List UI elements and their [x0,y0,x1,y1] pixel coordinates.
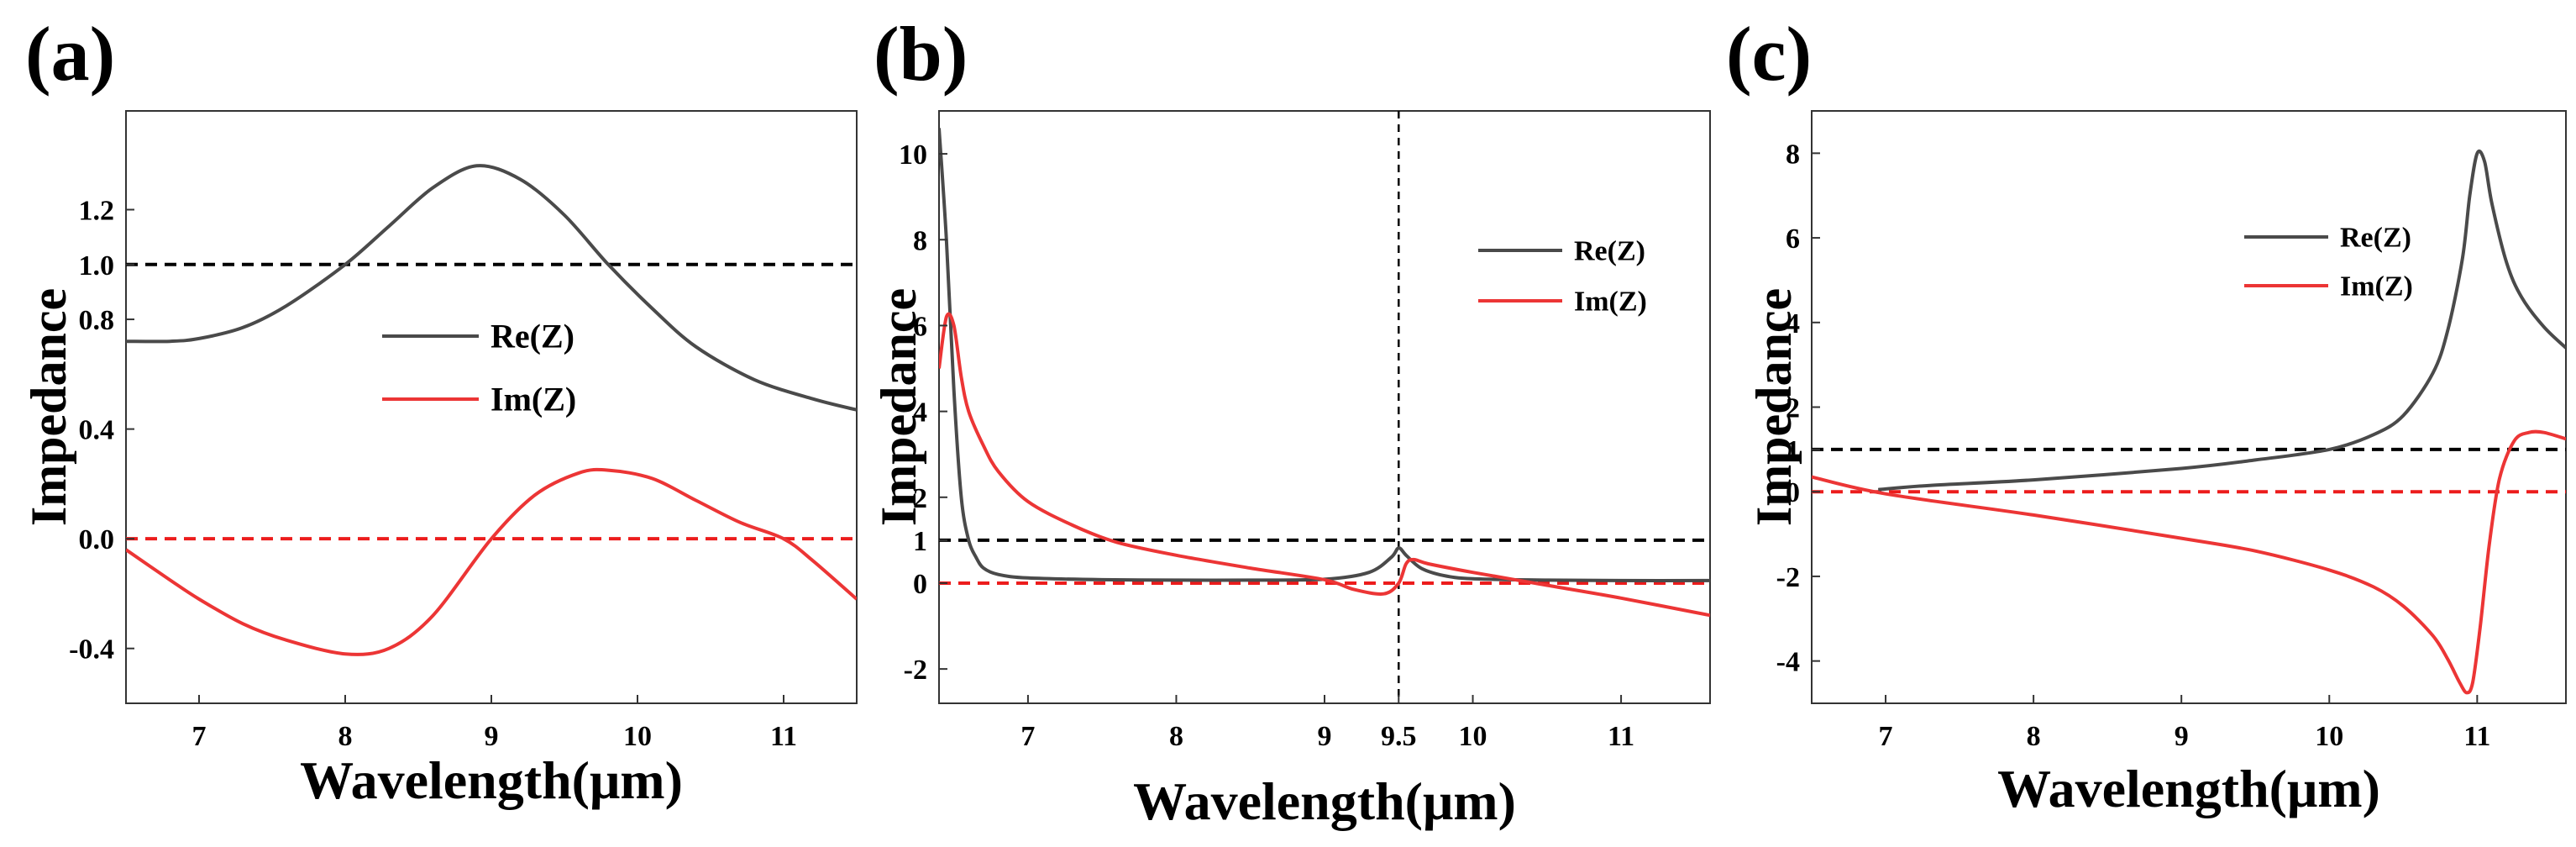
x-tick-label: 7 [192,721,207,752]
y-tick-label: 8 [1786,139,1800,170]
x-tick-label: 10 [1459,721,1487,752]
series-line-im-z [939,312,1710,618]
x-tick-label: 9.5 [1381,721,1417,752]
y-tick-label: -4 [1776,647,1800,678]
y-tick-label: -2 [1776,562,1800,593]
x-tick-label: 11 [770,721,797,752]
x-axis-title: Wavelength(μm) [1997,759,2380,818]
y-tick-label: 1.0 [79,250,115,281]
x-tick-label: 9 [1318,721,1332,752]
legend-label-re-z: Re(Z) [491,318,574,355]
legend-label-im-z: Im(Z) [1574,287,1647,318]
y-tick-label: 10 [899,139,927,171]
y-tick-label: -0.4 [69,634,114,666]
y-tick-label: 0.0 [79,524,115,555]
y-tick-label: 0.8 [79,305,115,336]
y-axis-title: Impedance [871,288,926,526]
legend: Re(Z) Im(Z) [2244,223,2413,302]
y-tick-label: 2 [1786,393,1800,424]
y-tick-label: 2 [913,483,927,514]
x-tick-label: 8 [338,721,353,752]
x-tick-label: 11 [2463,721,2490,752]
series-line-re-z [126,164,857,412]
x-tick-label: 10 [2315,721,2343,752]
legend: Re(Z) Im(Z) [382,318,576,418]
y-tick-label: 0 [1786,477,1800,508]
legend-label-re-z: Re(Z) [2340,223,2411,254]
x-tick-label: 11 [1608,721,1634,752]
x-tick-label: 7 [1020,721,1035,752]
y-tick-label: 0.4 [79,415,115,446]
panel-label: (b) [874,11,968,97]
y-tick-label: 6 [913,311,927,342]
series-line-im-z [126,467,857,656]
y-tick-label: 8 [913,225,927,256]
y-tick-label: 0 [913,569,927,600]
x-axis-title: Wavelength(μm) [1133,771,1516,831]
legend: Re(Z) Im(Z) [1478,236,1647,318]
x-tick-label: 9 [485,721,499,752]
legend-label-im-z: Im(Z) [491,381,576,418]
series-line-re-z [1878,149,2566,492]
x-tick-label: 9 [2175,721,2189,752]
x-axis-title: Wavelength(μm) [300,750,683,810]
series-line-re-z [939,128,1710,582]
x-tick-label: 8 [1169,721,1183,752]
panel-label: (c) [1726,11,1812,97]
x-tick-label: 8 [2027,721,2041,752]
axes-frame [1811,110,2567,704]
y-tick-label: 1.2 [79,196,115,227]
y-tick-label: 1 [913,526,927,557]
x-tick-label: 10 [623,721,652,752]
axes-frame [938,110,1711,704]
y-tick-label: 6 [1786,224,1800,255]
legend-label-im-z: Im(Z) [2340,271,2413,302]
panel-c: 7 8 9 10 11 -4 -2 0 1 2 4 6 8 Wavelength(μm) Impedance… [1726,11,2567,818]
y-tick-label: -2 [904,655,927,686]
panel-label: (a) [25,11,115,97]
y-tick-label: 1 [1786,435,1800,466]
y-tick-label: 4 [1786,308,1800,339]
x-tick-label: 7 [1879,721,1893,752]
legend-label-re-z: Re(Z) [1574,236,1645,267]
y-axis-title: Impedance [21,288,76,526]
y-axis-title: Impedance [1746,288,1802,526]
panel-b: 7 8 9 9.5 10 11 -2 0 1 2 4 6 8 10 Wavelength(μm) Impeda… [871,11,1711,831]
panel-a: 7 8 9 10 11 -0.4 0.0 0.4 0.8 1.0 1.2 Wavelength(μm)… [21,11,858,810]
y-tick-label: 4 [913,397,927,429]
series-line-im-z [1812,429,2566,695]
